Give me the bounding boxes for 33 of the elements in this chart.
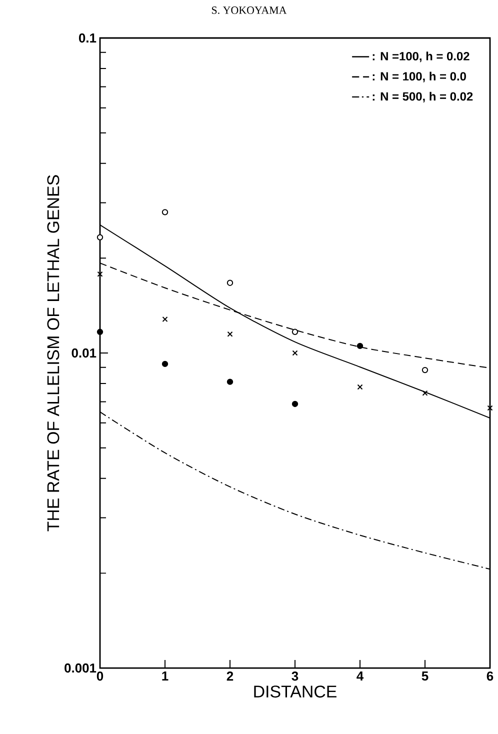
- point: [292, 350, 298, 356]
- point: [422, 390, 428, 396]
- y-tick-label: 0.01: [72, 348, 96, 358]
- y-tick-label: 0.1: [78, 33, 96, 43]
- point: [226, 280, 234, 286]
- y-tick-label: 0.001: [64, 663, 96, 673]
- legend-label: : N = 100, h = 0.0: [372, 72, 466, 82]
- x-tick-label: 1: [162, 672, 168, 680]
- legend-label: : N =100, h = 0.02: [372, 52, 470, 62]
- point: [227, 331, 233, 337]
- x-axis-title: DISTANCE: [254, 686, 336, 698]
- point: [162, 316, 168, 322]
- x-tick-label: 6: [486, 672, 494, 681]
- x-tick-label: 5: [422, 672, 428, 681]
- x-tick-label: 2: [226, 672, 234, 681]
- point: [226, 378, 234, 385]
- point: [357, 384, 363, 390]
- point: [96, 234, 104, 240]
- point: [292, 328, 298, 335]
- point: [356, 342, 364, 350]
- point: [162, 360, 168, 368]
- x-tick-label: 0: [96, 672, 104, 681]
- point: [96, 328, 104, 335]
- point: [97, 271, 103, 277]
- x-tick-label: 4: [356, 672, 364, 680]
- legend-label: : N = 500, h = 0.02: [372, 92, 473, 102]
- point: [292, 400, 298, 408]
- y-axis-title: THE RATE OF ALLELISM OF LETHAL GENES: [47, 175, 60, 532]
- chart-title: S. YOKOYAMA: [212, 6, 287, 14]
- point: [487, 405, 493, 411]
- point: [422, 366, 428, 374]
- x-tick-label: 3: [292, 672, 298, 681]
- point: [162, 209, 168, 216]
